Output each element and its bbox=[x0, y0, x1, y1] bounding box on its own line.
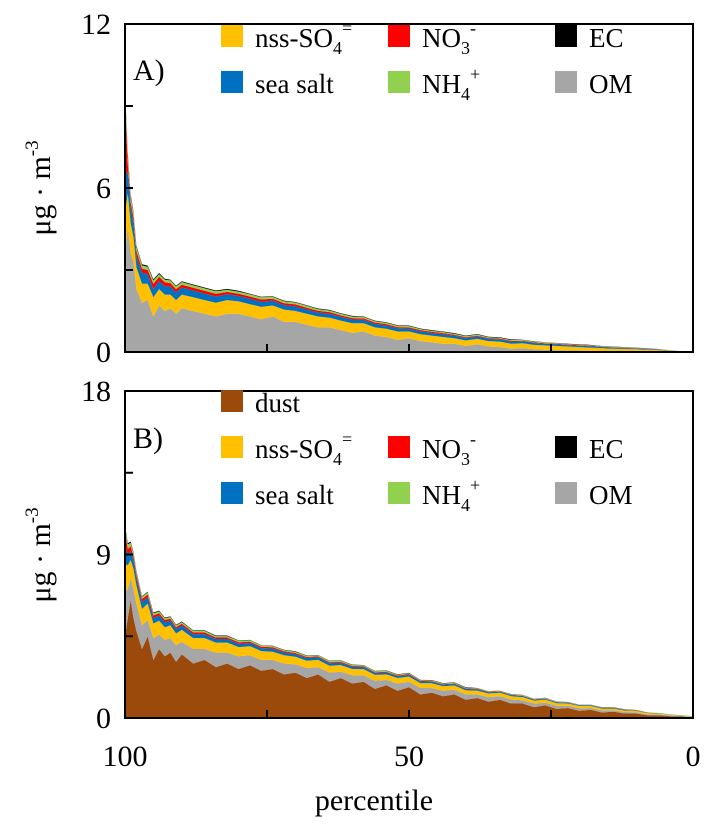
x-tick-label: 100 bbox=[103, 740, 148, 773]
legend-item-ec: EC bbox=[555, 23, 624, 53]
legend-label: EC bbox=[589, 434, 624, 464]
legend-item-sea-salt: sea salt bbox=[221, 69, 334, 99]
legend-swatch bbox=[221, 390, 243, 412]
area-dust bbox=[125, 599, 693, 718]
y-tick-label: 0 bbox=[96, 702, 111, 735]
legend-label: NO3- bbox=[422, 18, 476, 58]
legend-label: sea salt bbox=[255, 480, 334, 510]
area-om bbox=[125, 226, 693, 352]
legend-label: sea salt bbox=[255, 69, 334, 99]
legend-swatch bbox=[221, 71, 243, 93]
legend-swatch bbox=[388, 71, 410, 93]
legend-item-om: OM bbox=[555, 480, 633, 510]
area-nss-so4 bbox=[125, 193, 693, 352]
y-tick-label: 9 bbox=[96, 539, 111, 572]
legend-swatch bbox=[555, 436, 577, 458]
legend-label: OM bbox=[589, 480, 633, 510]
legend-label: nss-SO4= bbox=[255, 429, 352, 469]
legend-label: NH4+ bbox=[422, 64, 480, 104]
legend-item-no3: NO3- bbox=[388, 18, 476, 58]
legend-item-nh4: NH4+ bbox=[388, 64, 480, 104]
x-tick-label: 0 bbox=[686, 740, 701, 773]
legend-item-nss-so4: nss-SO4= bbox=[221, 18, 352, 58]
legend-swatch bbox=[555, 25, 577, 47]
legend-swatch bbox=[555, 71, 577, 93]
legend-label: EC bbox=[589, 23, 624, 53]
y-tick-label: 0 bbox=[96, 336, 111, 369]
panel-a: 0 6 12 μg · m-3 A) nss-SO4= NO3- EC sea salt NH4+… bbox=[22, 8, 694, 369]
x-axis-title: percentile bbox=[315, 784, 433, 817]
legend-swatch bbox=[388, 25, 410, 47]
legend-label: NO3- bbox=[422, 429, 476, 469]
legend-item-nss-so4: nss-SO4= bbox=[221, 429, 352, 469]
legend-item-om: OM bbox=[555, 69, 633, 99]
y-tick-label: 6 bbox=[96, 172, 111, 205]
legend-label: nss-SO4= bbox=[255, 18, 352, 58]
legend-item-no3: NO3- bbox=[388, 429, 476, 469]
y-axis-title: μg · m-3 bbox=[22, 140, 57, 235]
panel-b: 0 9 18 100 50 0 percentile μg · m-3 B) dust nss-SO… bbox=[22, 375, 701, 817]
legend-swatch bbox=[221, 436, 243, 458]
legend-swatch bbox=[388, 436, 410, 458]
y-axis-title: μg · m-3 bbox=[22, 507, 57, 602]
legend-label: OM bbox=[589, 69, 633, 99]
legend-swatch bbox=[388, 482, 410, 504]
legend-item-ec: EC bbox=[555, 434, 624, 464]
panel-label: B) bbox=[133, 422, 163, 455]
legend-item-nh4: NH4+ bbox=[388, 475, 480, 515]
y-tick-label: 18 bbox=[81, 375, 111, 408]
legend-swatch bbox=[221, 25, 243, 47]
legend-label: dust bbox=[255, 388, 301, 418]
y-tick-label: 12 bbox=[81, 8, 111, 41]
legend-label: NH4+ bbox=[422, 475, 480, 515]
legend-swatch bbox=[221, 482, 243, 504]
x-tick-label: 50 bbox=[394, 740, 424, 773]
legend-item-sea-salt: sea salt bbox=[221, 480, 334, 510]
legend-item-dust: dust bbox=[221, 388, 301, 418]
panel-label: A) bbox=[133, 54, 165, 87]
legend-swatch bbox=[555, 482, 577, 504]
